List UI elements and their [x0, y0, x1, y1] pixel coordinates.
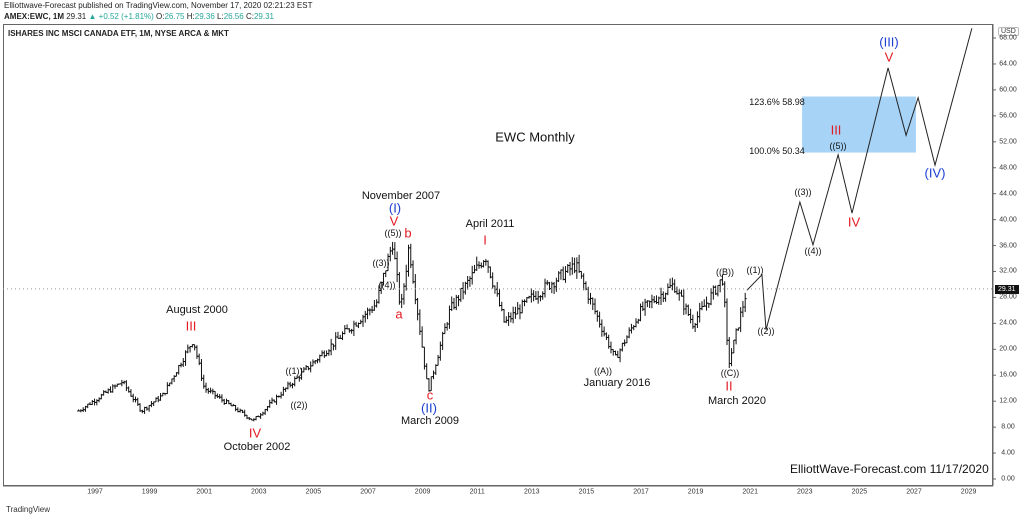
wave-III-blue: (III): [879, 34, 899, 50]
x-tick-label: 2003: [251, 488, 267, 496]
wave-IV-blue: (IV): [924, 165, 946, 181]
open: 26.75: [164, 12, 185, 21]
wave-iii-2000: III: [185, 318, 197, 334]
wave-I-blue: (I): [388, 200, 402, 216]
wave-C: ((C)): [720, 368, 740, 378]
y-tick-label: 52.00: [999, 138, 1017, 146]
x-tick-label: 2027: [906, 488, 922, 496]
x-tick-label: 2023: [797, 488, 813, 496]
publish-info: Elliottwave-Forecast published on Tradin…: [4, 1, 313, 10]
last-price-tag: 29.31: [995, 285, 1019, 294]
wave-II-blue: (II): [421, 400, 437, 416]
label-november-2007: November 2007: [361, 190, 441, 202]
x-tick-label: 2011: [469, 488, 485, 496]
close: 29.31: [253, 12, 274, 21]
x-tick-label: 2001: [196, 488, 212, 496]
y-tick-label: 60.00: [999, 86, 1017, 94]
y-tick-label: 64.00: [999, 60, 1017, 68]
high: 29.36: [194, 12, 215, 21]
y-tick-label: 24.00: [999, 319, 1017, 327]
wave-A: ((A)): [594, 366, 612, 376]
wave-a: a: [395, 306, 403, 322]
wave-iv-2002: IV: [248, 425, 262, 441]
label-april-2011: April 2011: [465, 218, 515, 230]
x-tick-label: 2015: [578, 488, 595, 496]
x-tick-label: 2021: [742, 488, 758, 496]
x-tick-label: 2005: [305, 488, 322, 496]
wave-v-proj: V: [884, 49, 894, 65]
y-tick-label: 12.00: [999, 397, 1017, 405]
symbol-info: AMEX:EWC, 1M 29.31 ▲ +0.52 (+1.81%) O:26…: [4, 12, 274, 21]
currency-label[interactable]: USD: [998, 27, 1019, 36]
h-label: H:: [186, 12, 195, 21]
y-tick-label: 36.00: [999, 242, 1017, 250]
x-tick-label: 1999: [141, 488, 158, 496]
wave-4-proj: ((4)): [804, 246, 822, 256]
x-tick-label: 2013: [524, 488, 540, 496]
wave-c: c: [426, 387, 434, 403]
y-tick-label: 20.00: [999, 345, 1017, 353]
wave-v-2007: V: [389, 213, 399, 229]
wave-1-2020: ((1)): [746, 265, 764, 275]
y-tick-label: 44.00: [999, 190, 1017, 198]
y-tick-label: 32.00: [999, 267, 1017, 275]
wave-3-2007: ((3)): [372, 258, 390, 268]
label-march-2020: March 2020: [707, 395, 767, 407]
wave-3-proj: ((3)): [794, 187, 812, 197]
label-october-2002: October 2002: [223, 441, 291, 453]
fib-1236-label: 123.6% 58.98: [749, 97, 805, 107]
x-tick-label: 1997: [87, 488, 103, 496]
y-tick-label: 28.00: [999, 293, 1017, 301]
low: 26.56: [223, 12, 244, 21]
y-tick-label: 8.00: [1001, 423, 1015, 431]
fib-100-label: 100.0% 50.34: [749, 146, 805, 156]
y-tick-label: 68.00: [999, 34, 1017, 42]
wave-b: b: [404, 225, 412, 241]
change: ▲ +0.52 (+1.81%): [88, 12, 154, 21]
y-tick-label: 16.00: [999, 371, 1017, 379]
x-tick-label: 2007: [360, 488, 376, 496]
fib-target-zone: [802, 96, 916, 153]
x-tick-label: 2029: [960, 488, 977, 496]
x-tick-label: 2017: [633, 488, 649, 496]
y-tick-label: 56.00: [999, 112, 1017, 120]
symbol: AMEX:EWC, 1M: [4, 12, 64, 21]
y-tick-label: 40.00: [999, 216, 1017, 224]
wave-B: ((B)): [716, 267, 734, 277]
wave-5-proj: ((5)): [829, 141, 847, 151]
x-tick-label: 2019: [687, 488, 704, 496]
wave-4-2007: ((4)): [378, 280, 396, 290]
wave-i-2011: I: [483, 232, 487, 248]
wave-2-2004: ((2)): [290, 400, 308, 410]
wave-2-proj: ((2)): [757, 326, 775, 336]
label-january-2016: January 2016: [583, 377, 651, 389]
y-tick-label: 48.00: [999, 164, 1017, 172]
wave-5-2007: ((5)): [384, 228, 402, 238]
chart-title: ISHARES INC MSCI CANADA ETF, 1M, NYSE AR…: [8, 29, 229, 38]
projection-path: [746, 28, 973, 330]
wave-iv-proj: IV: [847, 214, 861, 230]
wave-iii-proj: III: [830, 122, 842, 138]
tradingview-logo[interactable]: TradingView: [6, 505, 51, 514]
x-tick-label: 2009: [414, 488, 431, 496]
o-label: O:: [156, 12, 165, 21]
wave-ii-2020: II: [725, 378, 733, 394]
last-price: 29.31: [66, 12, 87, 21]
watermark: ElliottWave-Forecast.com 11/17/2020: [790, 462, 989, 476]
ewc-monthly-label: EWC Monthly: [495, 129, 575, 145]
c-label: C:: [245, 12, 254, 21]
x-tick-label: 2025: [851, 488, 868, 496]
label-march-2009: March 2009: [400, 415, 460, 427]
l-label: L:: [217, 12, 224, 21]
y-tick-label: 4.00: [1001, 449, 1015, 457]
label-august-2000: August 2000: [166, 304, 228, 316]
y-tick-label: 0.00: [1001, 475, 1015, 483]
wave-1-2004: ((1)): [285, 366, 303, 376]
